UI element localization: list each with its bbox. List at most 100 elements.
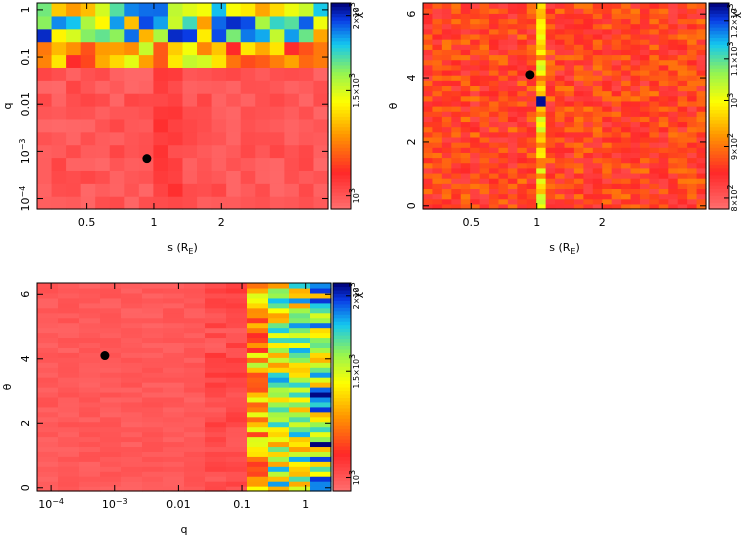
heatmap-cell: [536, 69, 547, 76]
heatmap-cell: [423, 121, 434, 128]
heatmap-cell: [298, 170, 315, 184]
heatmap-cell: [621, 111, 632, 117]
colorbar-label: χ²: [351, 8, 364, 19]
heatmap-cell: [564, 106, 575, 112]
heatmap-cell: [536, 136, 547, 143]
heatmap-cell: [268, 416, 290, 423]
heatmap-cell: [37, 332, 59, 339]
heatmap-cell: [58, 476, 80, 482]
heatmap-cell: [658, 142, 669, 148]
colorbar-segment: [331, 3, 351, 8]
heatmap-cell: [649, 121, 660, 128]
heatmap-cell: [668, 193, 679, 200]
heatmap-cell: [564, 167, 575, 174]
heatmap-cell: [479, 44, 490, 50]
colorbar-segment: [333, 383, 351, 388]
heatmap-cell: [142, 367, 164, 373]
heatmap-cell: [479, 39, 490, 45]
heatmap-cell: [100, 401, 122, 408]
colorbar-segment: [709, 88, 729, 93]
heatmap-cell: [268, 441, 290, 448]
colorbar-segment: [331, 150, 351, 155]
heatmap-cell: [80, 67, 96, 81]
heatmap-cell: [545, 59, 556, 66]
heatmap-cell: [611, 136, 622, 143]
heatmap-cell: [100, 466, 122, 472]
heatmap-cell: [602, 157, 613, 164]
heatmap-cell: [649, 203, 660, 210]
heatmap-cell: [310, 377, 332, 383]
heatmap-cell: [205, 387, 227, 393]
heatmap-cell: [592, 100, 603, 107]
heatmap-cell: [441, 152, 452, 159]
heatmap-cell: [536, 162, 547, 169]
heatmap-cell: [441, 126, 452, 133]
heatmap-cell: [247, 486, 269, 492]
heatmap-cell: [489, 157, 500, 164]
heatmap-cell: [197, 196, 213, 210]
heatmap-cell: [79, 367, 101, 373]
heatmap-cell: [555, 90, 566, 97]
colorbar-segment: [709, 51, 729, 56]
heatmap-cell: [583, 95, 594, 102]
heatmap-cell: [592, 162, 603, 169]
heatmap-cell: [441, 80, 452, 86]
heatmap-cell: [247, 441, 269, 448]
heatmap-cell: [432, 28, 443, 35]
heatmap-cell: [621, 90, 632, 97]
heatmap-cell: [205, 476, 227, 482]
heatmap-cell: [247, 451, 269, 457]
heatmap-cell: [564, 54, 575, 61]
heatmap-cell: [526, 111, 537, 117]
heatmap-cell: [470, 193, 481, 200]
heatmap-cell: [507, 131, 518, 138]
heatmap-cell: [630, 28, 641, 35]
y-tick-label: 4: [19, 355, 32, 362]
heatmap-cell: [470, 33, 481, 40]
heatmap-cell: [526, 136, 537, 143]
heatmap-cell: [423, 111, 434, 117]
colorbar-segment: [331, 126, 351, 131]
heatmap-cell: [460, 75, 471, 81]
heatmap-cell: [489, 95, 500, 102]
x-tick-label: 2: [218, 216, 225, 229]
heatmap-cell: [310, 367, 332, 373]
heatmap-cell: [121, 307, 143, 314]
heatmap-cell: [687, 59, 698, 66]
heatmap-cell: [66, 93, 82, 107]
heatmap-cell: [124, 80, 140, 94]
heatmap-cell: [80, 28, 96, 43]
heatmap-cell: [658, 106, 669, 112]
heatmap-cell: [142, 342, 164, 348]
heatmap-cell: [79, 347, 101, 353]
heatmap-cell: [451, 13, 462, 20]
heatmap-cell: [79, 337, 101, 344]
heatmap-cell: [479, 18, 490, 25]
heatmap-cell: [687, 193, 698, 200]
heatmap-cell: [226, 411, 248, 418]
heatmap-cell: [583, 39, 594, 45]
heatmap-cell: [677, 100, 688, 107]
heatmap-cell: [564, 188, 575, 195]
heatmap-cell: [310, 382, 332, 388]
colorbar-segment: [331, 20, 351, 25]
heatmap-cell: [658, 90, 669, 97]
heatmap-cell: [658, 23, 669, 30]
heatmap-cell: [284, 170, 300, 184]
heatmap-cell: [564, 13, 575, 20]
heatmap-cell: [602, 136, 613, 143]
heatmap-cell: [498, 80, 509, 86]
heatmap-cell: [58, 401, 80, 408]
heatmap-cell: [696, 100, 707, 107]
colorbar-segment: [331, 140, 351, 145]
heatmap-cell: [153, 196, 169, 210]
heatmap-cell: [658, 167, 669, 174]
heatmap-cell: [58, 302, 80, 309]
heatmap-cell: [451, 111, 462, 117]
colorbar-segment: [333, 335, 351, 340]
heatmap-cell: [602, 59, 613, 66]
heatmap-cell: [138, 183, 154, 197]
heatmap-cell: [668, 157, 679, 164]
heatmap-cell: [100, 362, 122, 368]
heatmap-cell: [240, 196, 256, 210]
